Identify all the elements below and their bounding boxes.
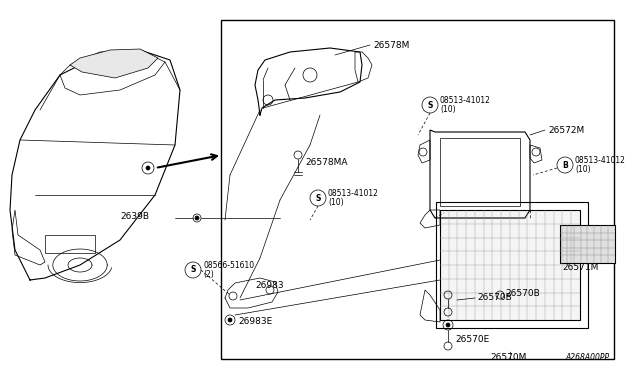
Text: 26570E: 26570E (455, 336, 489, 344)
Text: 08513-41012: 08513-41012 (575, 155, 626, 164)
Text: 08513-41012: 08513-41012 (328, 189, 379, 198)
Text: 26571M: 26571M (562, 263, 598, 273)
Polygon shape (70, 49, 158, 78)
Bar (440, 210, 580, 320)
Circle shape (146, 166, 150, 170)
Bar (440, 138, 520, 206)
Text: 08513-41012: 08513-41012 (440, 96, 491, 105)
Text: 26578MA: 26578MA (305, 157, 348, 167)
Circle shape (422, 97, 438, 113)
Bar (560, 225, 615, 263)
Bar (436, 202, 588, 328)
Text: (10): (10) (575, 164, 591, 173)
Text: S: S (428, 100, 433, 109)
Circle shape (557, 157, 573, 173)
Circle shape (195, 216, 199, 220)
Text: B: B (562, 160, 568, 170)
Text: 26983: 26983 (255, 280, 284, 289)
Bar (221, 20, 614, 359)
Text: (2): (2) (203, 269, 214, 279)
Circle shape (185, 262, 201, 278)
Circle shape (446, 323, 450, 327)
Text: 26570M: 26570M (490, 353, 526, 362)
Text: A268A00PP: A268A00PP (566, 353, 610, 362)
Text: (10): (10) (328, 198, 344, 206)
Circle shape (228, 318, 232, 322)
Text: 26578M: 26578M (373, 41, 410, 49)
Text: 08566-51610: 08566-51610 (203, 260, 254, 269)
Text: 26983E: 26983E (238, 317, 272, 327)
Text: S: S (190, 266, 196, 275)
Text: (10): (10) (440, 105, 456, 113)
Text: 26572M: 26572M (548, 125, 584, 135)
Circle shape (310, 190, 326, 206)
Text: S: S (316, 193, 321, 202)
Bar (45, 235, 95, 253)
Text: 26570B: 26570B (477, 294, 512, 302)
Text: 2639B: 2639B (120, 212, 149, 221)
Text: 26570B: 26570B (505, 289, 540, 298)
